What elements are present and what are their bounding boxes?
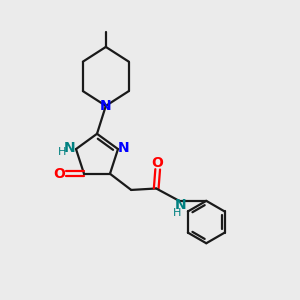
Text: N: N xyxy=(118,141,129,154)
Text: O: O xyxy=(152,156,164,170)
Text: N: N xyxy=(64,141,75,154)
Text: N: N xyxy=(175,198,187,212)
Text: H: H xyxy=(58,147,66,157)
Text: N: N xyxy=(100,99,112,113)
Text: H: H xyxy=(172,208,181,218)
Text: O: O xyxy=(53,167,65,181)
